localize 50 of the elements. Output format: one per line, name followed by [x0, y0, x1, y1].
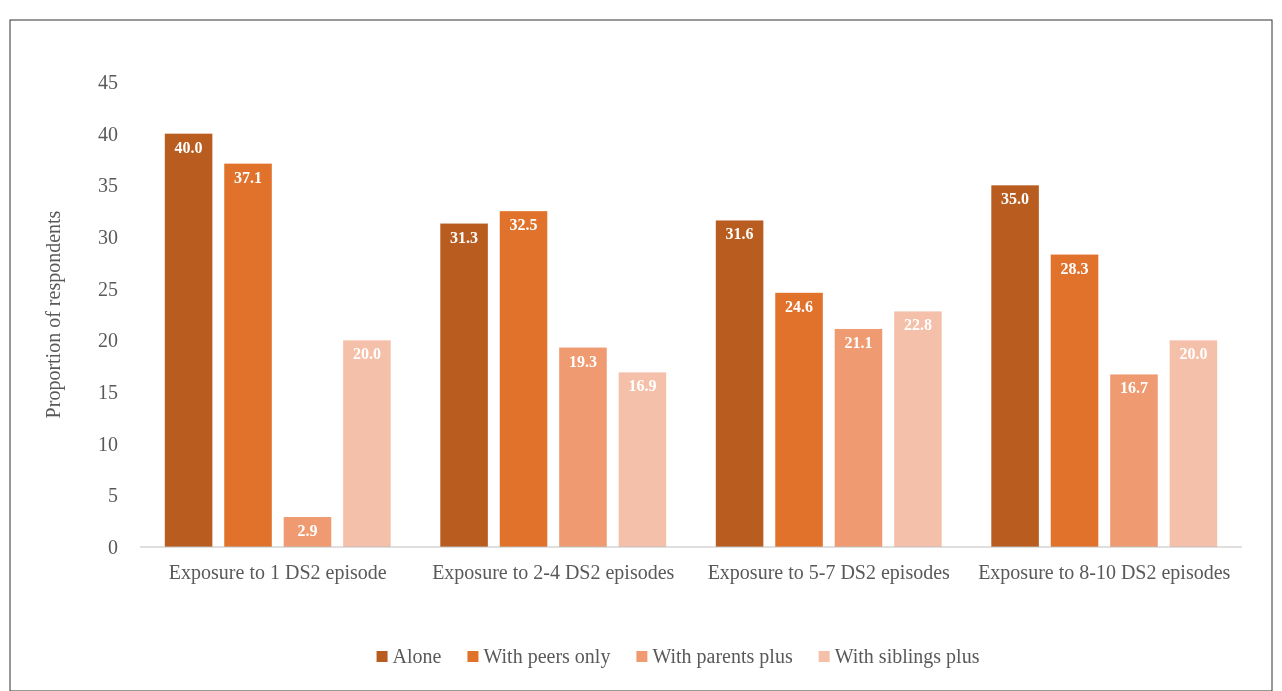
bar — [775, 292, 823, 547]
bar — [343, 340, 391, 547]
bar — [440, 223, 488, 547]
y-tick-label: 40 — [98, 122, 118, 145]
y-tick-label: 20 — [98, 329, 118, 352]
y-tick-label: 15 — [98, 381, 118, 403]
bar — [1050, 254, 1099, 547]
data-label: 24.6 — [785, 297, 814, 315]
bar — [559, 347, 607, 547]
x-tick-label: Exposure to 8-10 DS2 episodes — [978, 561, 1231, 584]
data-label: 31.6 — [725, 225, 754, 243]
data-label: 16.9 — [628, 377, 657, 395]
y-tick-label: 30 — [98, 226, 118, 248]
data-label: 31.3 — [450, 228, 479, 246]
data-label: 21.1 — [844, 333, 873, 351]
y-tick-label: 0 — [108, 536, 118, 558]
data-label: 37.1 — [234, 168, 263, 186]
data-label: 35.0 — [1001, 190, 1030, 208]
x-tick-label: Exposure to 1 DS2 episode — [168, 561, 387, 584]
bar — [1169, 340, 1218, 547]
bar — [618, 372, 667, 547]
data-label: 20.0 — [352, 345, 381, 363]
data-label: 22.8 — [903, 316, 932, 334]
bar — [715, 220, 764, 547]
data-label: 40.0 — [174, 138, 203, 156]
x-tick-label: Exposure to 5-7 DS2 episodes — [707, 561, 951, 584]
y-tick-label: 10 — [98, 432, 118, 455]
data-label: 19.3 — [568, 352, 597, 370]
y-tick-label: 25 — [98, 277, 118, 300]
bar — [224, 163, 272, 547]
bar — [834, 328, 883, 547]
bar — [894, 311, 942, 547]
y-tick-label: 5 — [108, 484, 118, 507]
data-label: 16.7 — [1119, 379, 1148, 397]
bar — [499, 211, 548, 547]
bar — [991, 185, 1039, 547]
x-tick-label: Exposure to 2-4 DS2 episodes — [432, 561, 675, 584]
bar — [164, 133, 213, 547]
legend-label: With parents plus — [652, 645, 793, 668]
y-tick-label: 35 — [98, 174, 118, 197]
legend-label: With siblings plus — [834, 645, 980, 668]
y-tick-label: 45 — [98, 71, 118, 93]
data-label: 28.3 — [1060, 259, 1089, 277]
y-axis-title: Proportion of respondents — [42, 210, 65, 419]
legend-label: With peers only — [483, 645, 611, 668]
data-label: 2.9 — [297, 522, 318, 540]
bar — [1110, 374, 1158, 547]
legend-label: Alone — [392, 645, 442, 667]
data-label: 20.0 — [1179, 345, 1208, 363]
data-label: 32.5 — [509, 216, 538, 234]
